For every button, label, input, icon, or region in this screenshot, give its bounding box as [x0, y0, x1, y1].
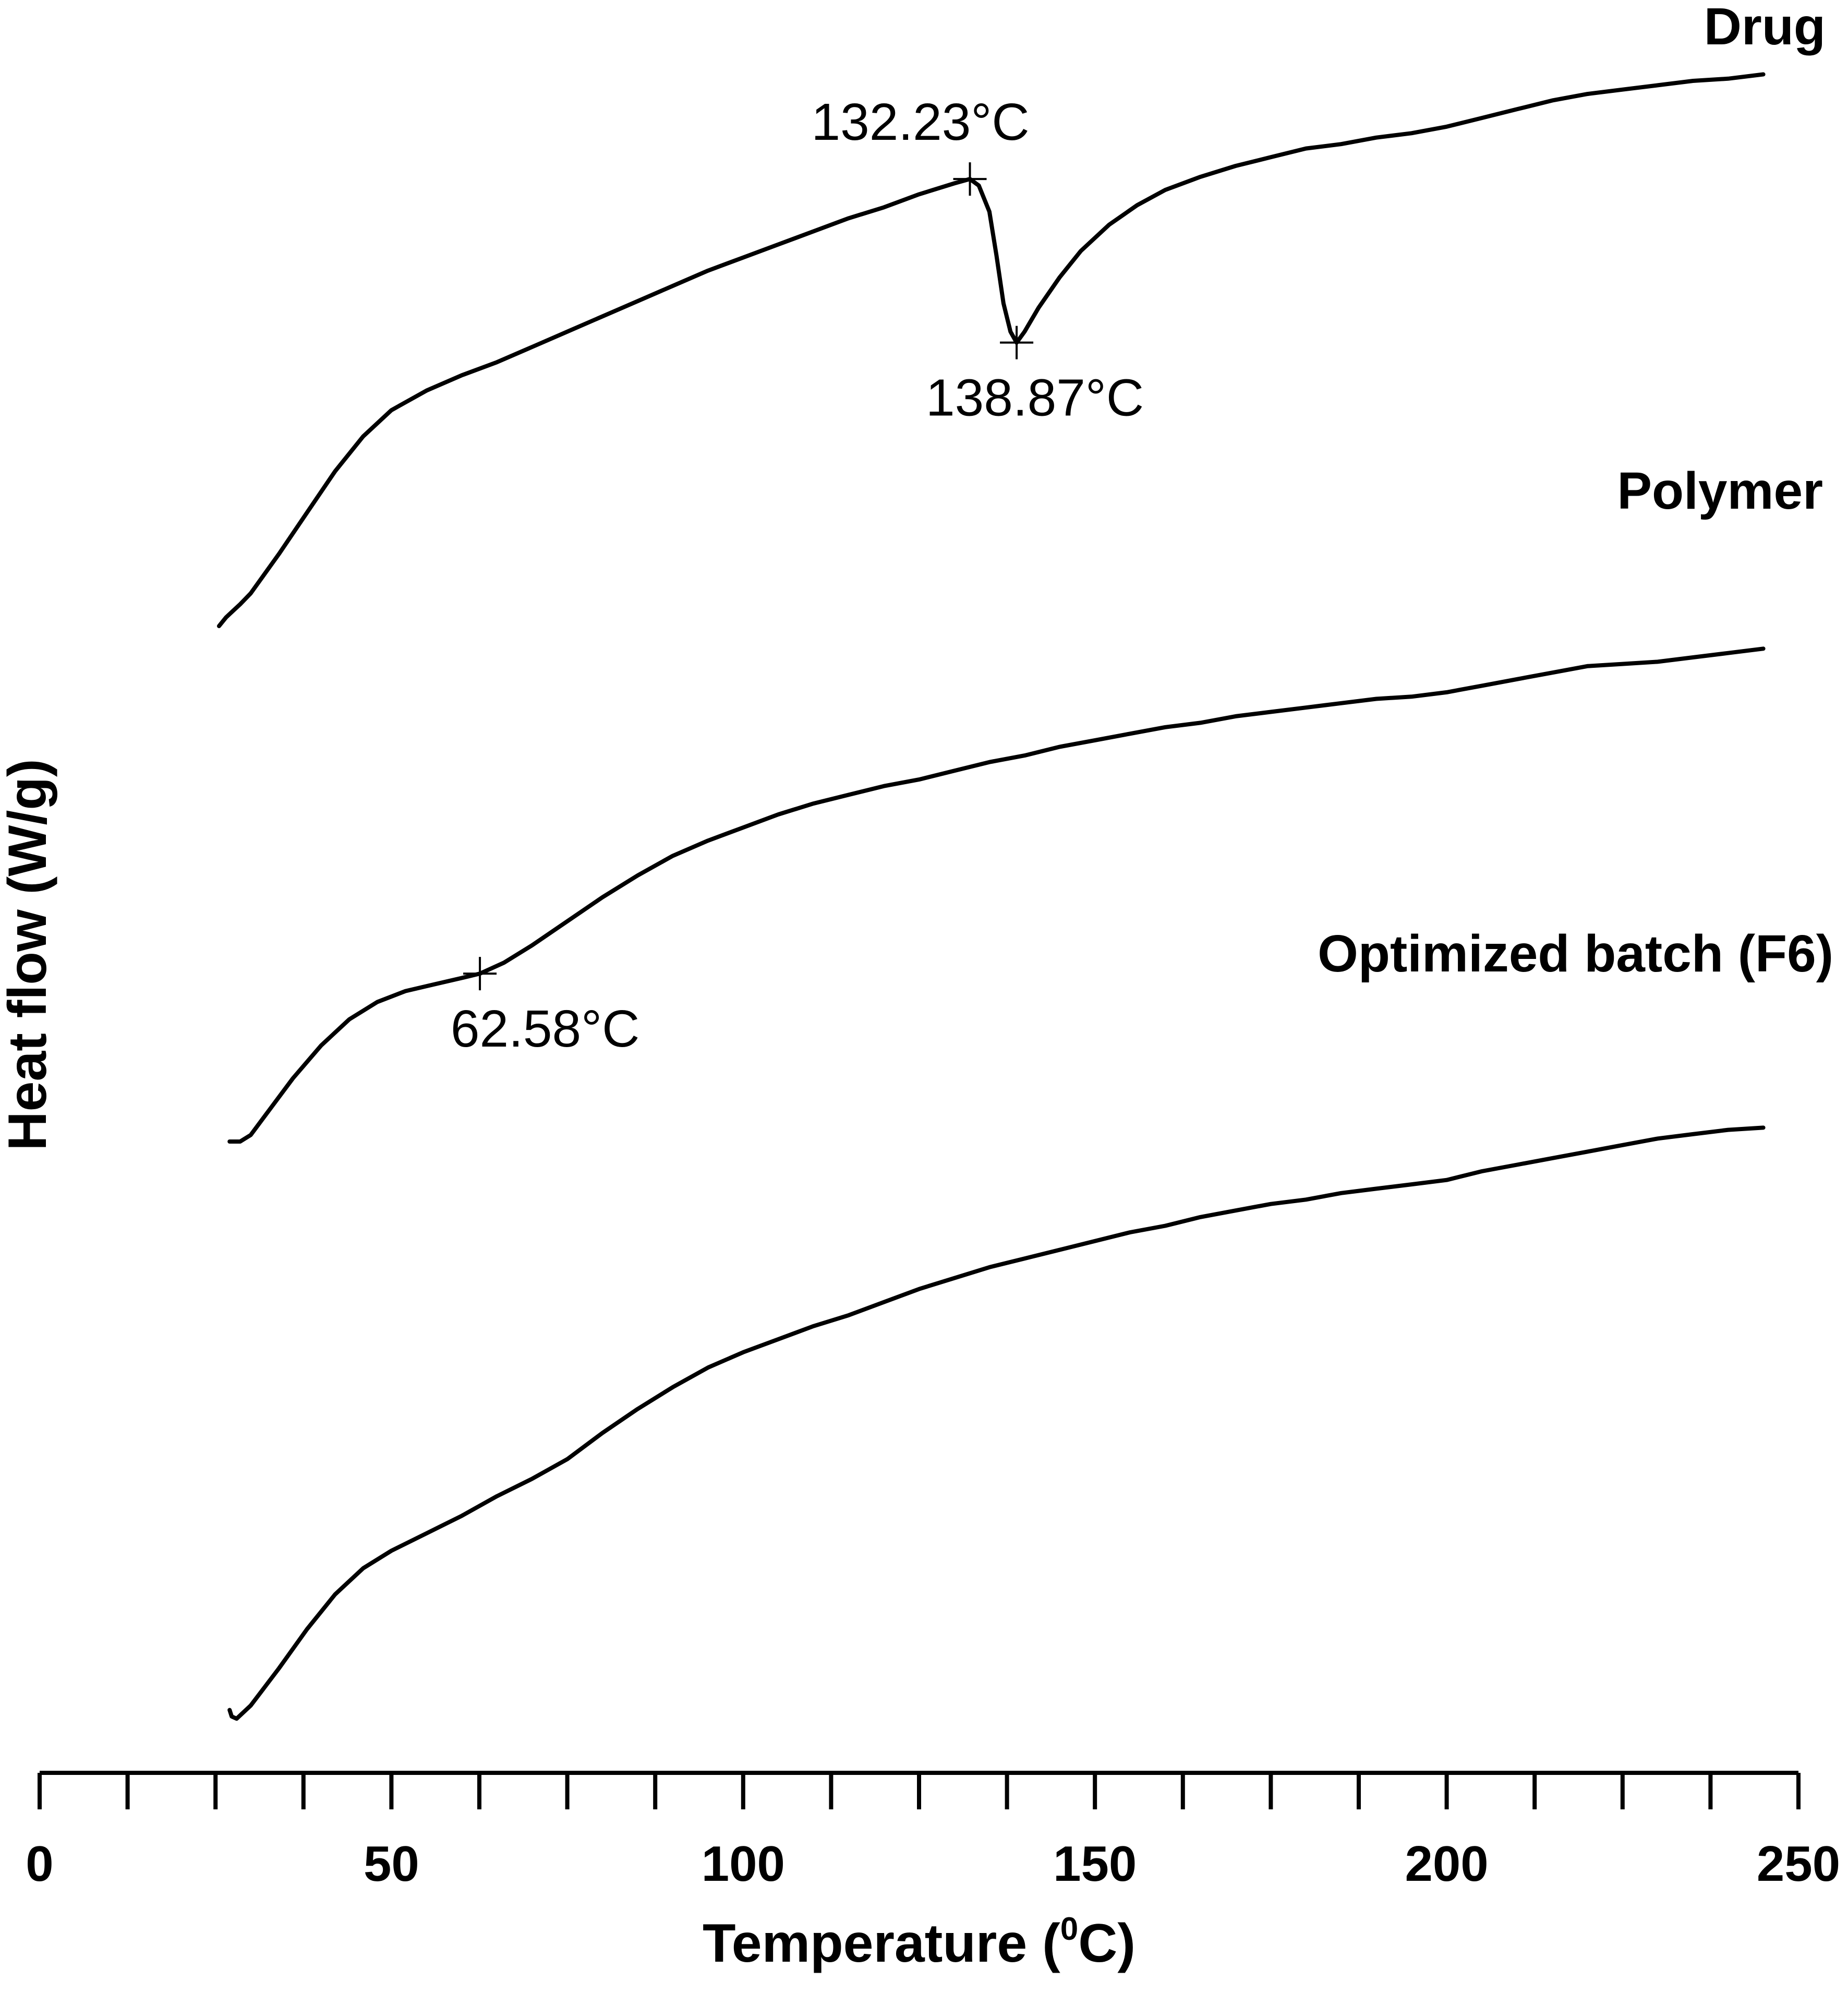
x-tick-label: 200: [1405, 1836, 1489, 1892]
series-label: Optimized batch (F6): [1318, 925, 1833, 983]
x-tick-label: 150: [1053, 1836, 1137, 1892]
x-tick-labels: 0 50 100 150 200 250: [26, 1836, 1840, 1892]
x-tick-label: 50: [364, 1836, 419, 1892]
y-axis-title: Heat flow (W/g): [0, 759, 58, 1150]
annotation-label: 62.58°C: [451, 1000, 639, 1058]
annotation-label: 132.23°C: [811, 93, 1029, 151]
x-tick-label: 0: [26, 1836, 53, 1892]
series-labels-layer: Drug Polymer Optimized batch (F6): [1318, 0, 1833, 983]
series-label: Polymer: [1617, 462, 1823, 520]
series-label: Drug: [1704, 0, 1826, 56]
series-line-polymer: [227, 646, 1766, 1144]
x-axis-title: Temperature (0C): [703, 1911, 1136, 1974]
markers-layer: [463, 162, 1034, 991]
x-tick-label: 250: [1757, 1836, 1840, 1892]
x-axis-title-superscript: 0: [1060, 1911, 1078, 1947]
x-axis: [38, 1771, 1801, 1809]
x-tick-label: 100: [702, 1836, 785, 1892]
annotation-label: 138.87°C: [926, 369, 1144, 427]
curves-layer: [216, 72, 1766, 1721]
annotations-layer: 132.23°C 138.87°C 62.58°C: [451, 93, 1144, 1058]
series-line-optimized-batch-f6: [227, 1125, 1766, 1721]
series-line-drug: [216, 72, 1766, 628]
